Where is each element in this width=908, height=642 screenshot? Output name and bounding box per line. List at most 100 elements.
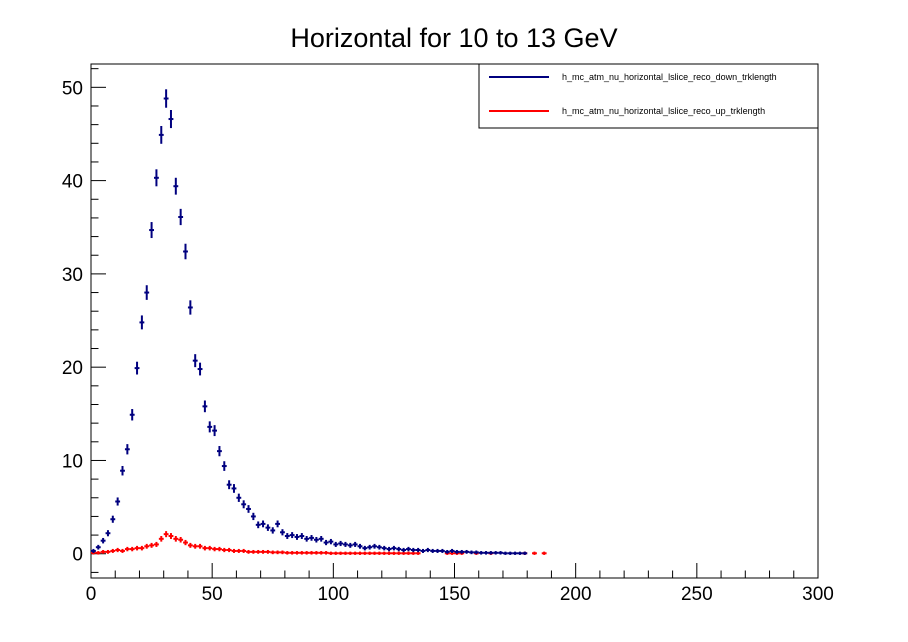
- data-point: [202, 400, 208, 413]
- data-point: [197, 362, 203, 376]
- data-point: [246, 549, 251, 554]
- data-point: [129, 546, 135, 552]
- data-point: [328, 538, 334, 545]
- data-point: [488, 551, 494, 555]
- data-point: [217, 546, 222, 552]
- data-point: [226, 547, 232, 553]
- data-point: [415, 547, 421, 553]
- data-point: [309, 535, 314, 541]
- data-point: [532, 551, 537, 555]
- plot-frame: [90, 63, 819, 579]
- data-point: [415, 551, 421, 555]
- y-tick-label: 20: [62, 358, 83, 379]
- y-tick-label: 30: [62, 265, 83, 286]
- data-point: [338, 551, 344, 555]
- data-point: [183, 539, 188, 546]
- data-point: [265, 549, 271, 554]
- data-point: [410, 547, 416, 553]
- data-point: [352, 541, 358, 547]
- data-point: [246, 505, 251, 513]
- data-point: [391, 551, 397, 555]
- data-point: [376, 551, 382, 555]
- data-point: [124, 546, 130, 552]
- data-point: [212, 425, 218, 437]
- x-tick-label: 200: [560, 584, 592, 605]
- y-tick-label: 50: [62, 78, 83, 99]
- x-tick-label: 150: [439, 584, 471, 605]
- data-point: [289, 551, 295, 555]
- data-point: [396, 551, 402, 555]
- data-point: [323, 539, 329, 546]
- data-point: [464, 549, 470, 554]
- data-point: [221, 547, 227, 553]
- data-point: [502, 551, 508, 555]
- data-point: [328, 551, 334, 555]
- data-point: [260, 549, 266, 554]
- data-point: [449, 548, 455, 553]
- data-point: [192, 354, 198, 368]
- data-point: [493, 551, 499, 555]
- data-point: [347, 542, 353, 548]
- data-point: [255, 521, 261, 529]
- data-point: [406, 551, 411, 555]
- data-point: [284, 533, 290, 539]
- data-point: [430, 548, 436, 553]
- data-point: [522, 551, 528, 555]
- data-point: [120, 465, 125, 476]
- data-point: [435, 548, 440, 553]
- data-point: [270, 527, 276, 534]
- data-point: [241, 548, 247, 553]
- data-point: [498, 551, 503, 555]
- data-point: [280, 529, 285, 536]
- data-point: [149, 542, 155, 548]
- data-point: [178, 536, 184, 543]
- x-tick-label: 100: [317, 584, 349, 605]
- data-point: [255, 549, 261, 554]
- data-point: [483, 551, 489, 555]
- data-point: [192, 543, 198, 549]
- data-point: [139, 545, 145, 551]
- data-point: [260, 520, 266, 528]
- data-point: [202, 545, 208, 551]
- data-point: [401, 551, 407, 555]
- data-point: [134, 545, 140, 551]
- data-point: [318, 536, 324, 542]
- y-tick-label: 0: [72, 545, 83, 566]
- axis-ticks: 0 50 100 150 200 250 300 0 10 20 30 40 50: [62, 68, 834, 605]
- data-point: [425, 547, 431, 553]
- data-point: [357, 543, 363, 549]
- data-point: [168, 109, 174, 129]
- data-point: [173, 177, 179, 195]
- data-point: [304, 551, 310, 555]
- data-point: [381, 551, 387, 555]
- data-point: [294, 534, 300, 540]
- data-point: [212, 546, 218, 552]
- data-point: [391, 545, 397, 551]
- data-point: [178, 208, 184, 226]
- data-point: [343, 541, 348, 547]
- legend-box: [478, 63, 819, 129]
- data-point: [386, 546, 392, 552]
- data-point: [158, 125, 164, 144]
- data-point: [207, 545, 213, 551]
- data-point: [105, 549, 111, 554]
- data-point: [439, 548, 445, 553]
- legend-label-up: h_mc_atm_nu_horizontal_lslice_reco_up_tr…: [562, 106, 765, 116]
- data-point: [158, 536, 164, 542]
- data-point: [352, 551, 358, 555]
- data-point: [372, 543, 377, 549]
- data-point: [100, 549, 106, 554]
- data-point: [129, 409, 135, 421]
- data-point: [406, 546, 411, 552]
- x-tick-label: 250: [681, 584, 713, 605]
- data-point: [197, 543, 203, 549]
- data-point: [517, 551, 523, 555]
- data-point: [110, 515, 116, 523]
- data-point: [217, 446, 222, 457]
- data-point: [299, 533, 305, 539]
- data-point: [309, 551, 314, 555]
- y-tick-label: 40: [62, 172, 83, 193]
- data-point: [231, 548, 237, 553]
- data-point: [265, 524, 271, 531]
